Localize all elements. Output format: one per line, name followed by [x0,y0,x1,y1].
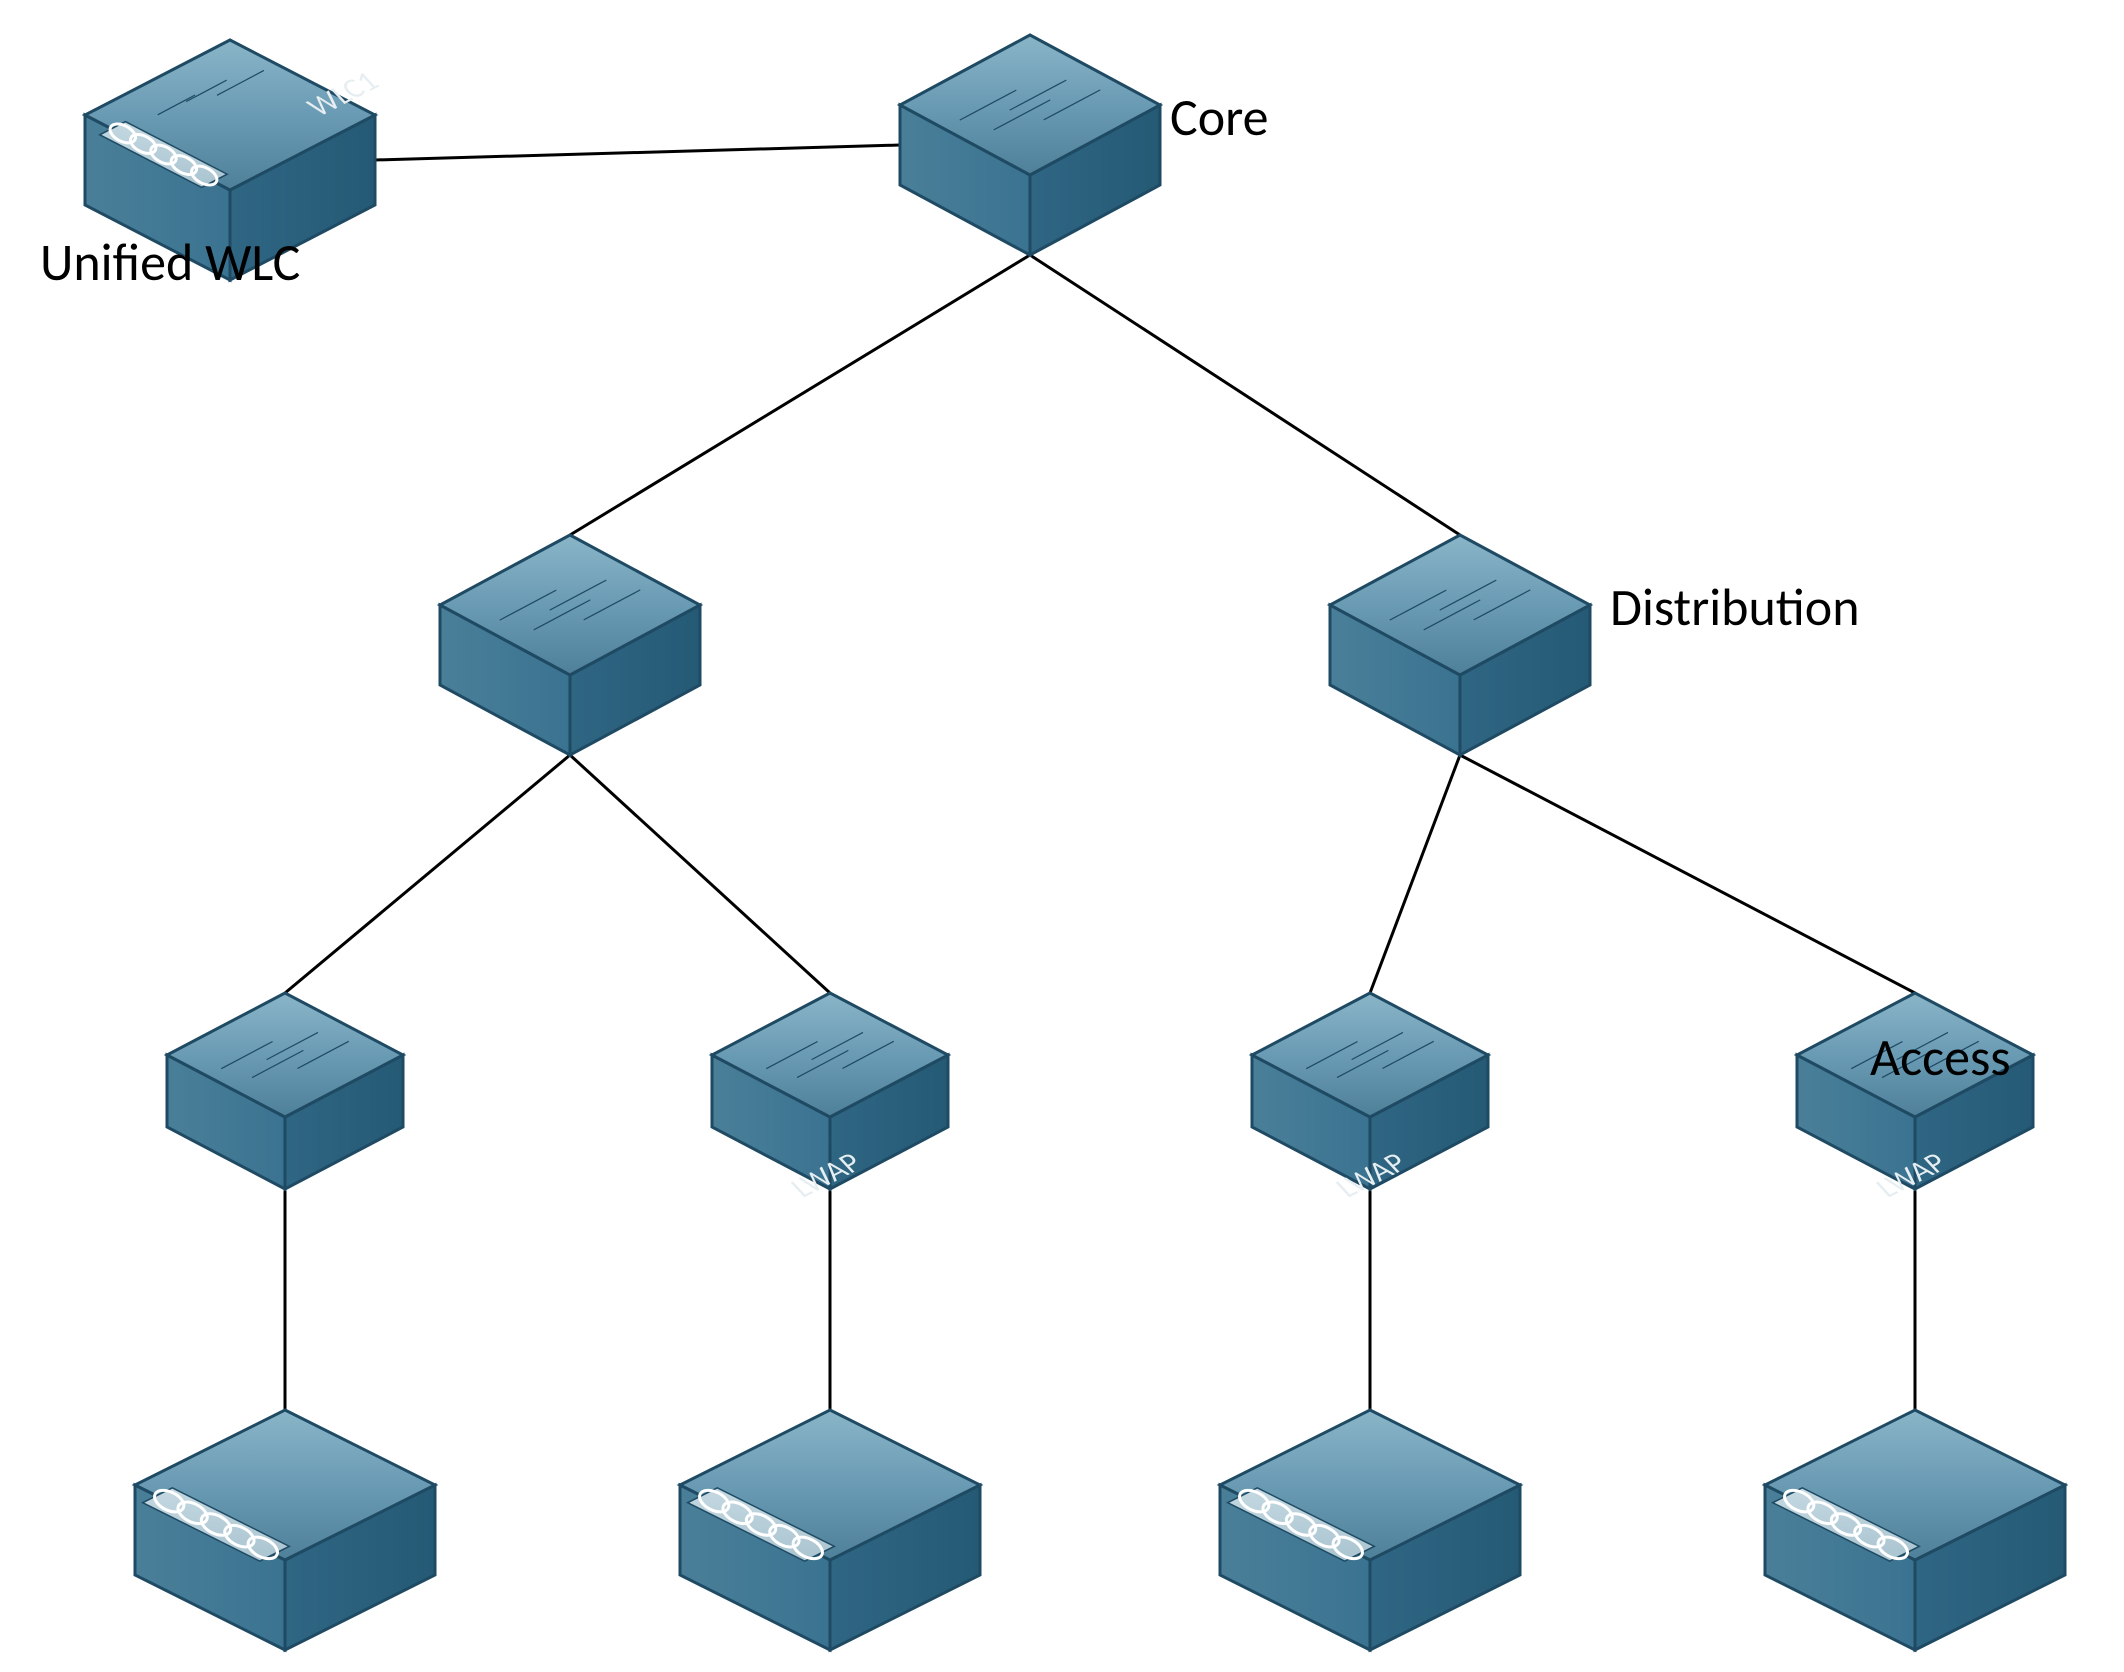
wlc-label: Unified WLC [40,230,300,294]
network-diagram-svg: WLC1LWAPLWAPLWAPLWAPCoreDistributionAcce… [0,0,2124,1672]
edge-dist2-acc4 [1460,755,1915,993]
edge-dist1-acc1 [285,755,570,993]
diagram-container: WLC1LWAPLWAPLWAPLWAPCoreDistributionAcce… [0,0,2124,1672]
edges-layer [285,145,1915,1410]
switch-node-acc1 [167,993,403,1189]
switch-node-dist1 [440,535,700,755]
edge-dist1-acc2 [570,755,830,993]
edge-wlc-core [375,145,900,160]
core-label: Core [1170,85,1268,149]
switch-node-core [900,35,1160,255]
edge-dist2-acc3 [1370,755,1460,993]
distribution-label: Distribution [1610,575,1860,639]
switch-node-dist2 [1330,535,1590,755]
access-label: Access [1870,1025,2011,1089]
edge-core-dist2 [1030,255,1460,535]
edge-core-dist1 [570,255,1030,535]
lwap-node-lwap4: LWAP [1765,1147,2124,1650]
